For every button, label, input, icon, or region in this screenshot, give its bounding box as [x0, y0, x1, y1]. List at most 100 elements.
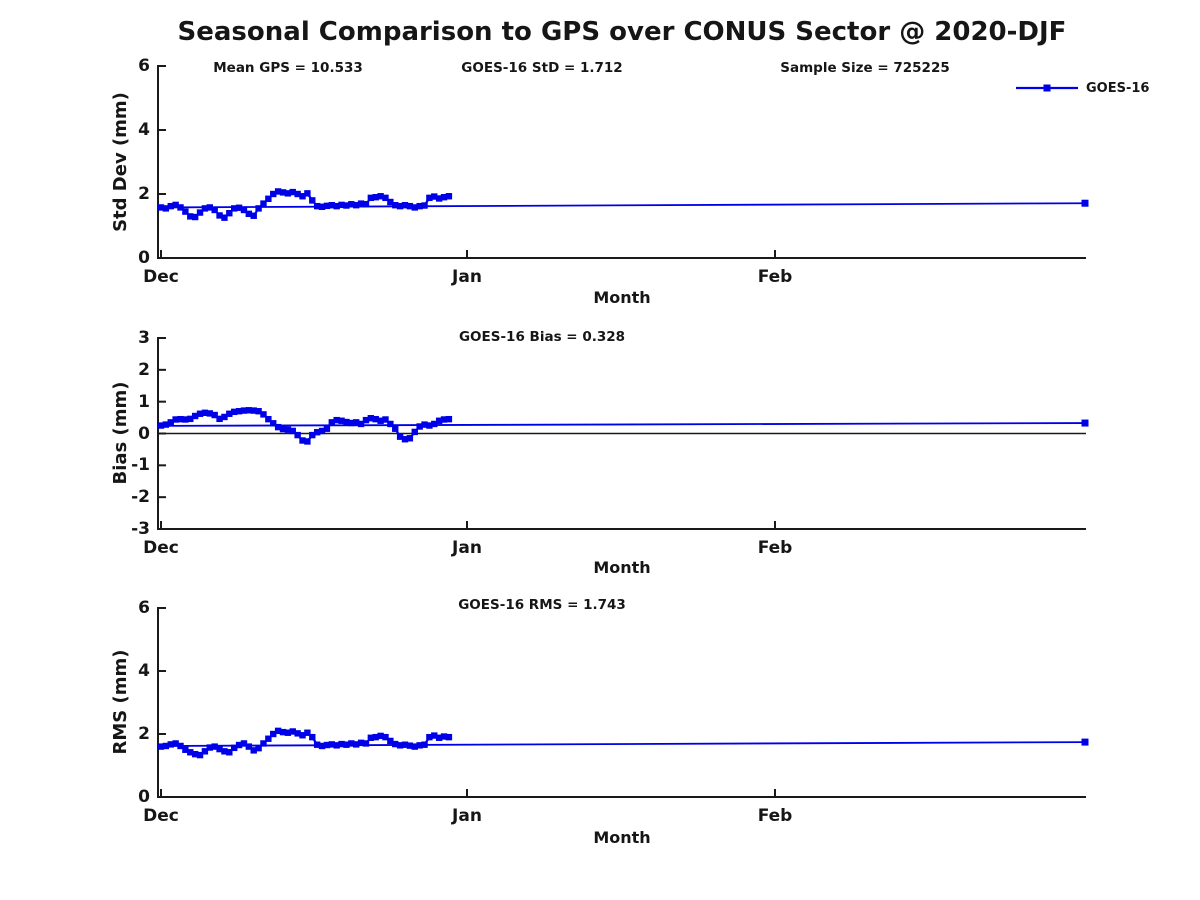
data-marker — [196, 209, 204, 216]
data-marker — [416, 423, 423, 430]
data-marker — [162, 421, 170, 428]
data-marker — [235, 204, 243, 211]
data-marker — [304, 190, 311, 197]
x-tick-label-feb: Feb — [757, 267, 793, 287]
bias-plot — [157, 337, 1089, 530]
data-marker — [177, 204, 184, 211]
data-marker — [357, 420, 365, 428]
data-marker — [416, 202, 423, 210]
data-marker — [221, 748, 228, 755]
data-marker — [435, 417, 443, 424]
data-marker — [260, 411, 267, 418]
data-marker — [362, 416, 370, 424]
data-marker — [357, 739, 365, 747]
data-marker — [299, 437, 306, 444]
data-marker — [235, 741, 243, 749]
data-marker — [206, 744, 213, 751]
data-marker — [357, 200, 365, 207]
x-axis-label-month-2: Month — [593, 558, 651, 577]
data-marker — [382, 733, 389, 741]
annotation-goes16-std: GOES-16 StD = 1.712 — [461, 60, 623, 76]
data-marker — [372, 733, 379, 741]
data-marker — [445, 415, 453, 423]
data-marker — [348, 201, 355, 208]
data-marker — [216, 745, 223, 753]
data-marker — [431, 420, 438, 428]
data-marker — [226, 210, 233, 217]
data-marker — [211, 743, 218, 750]
data-marker — [435, 734, 443, 741]
data-marker — [177, 415, 184, 423]
data-marker — [445, 733, 453, 741]
data-marker — [411, 428, 418, 436]
data-marker — [328, 741, 335, 748]
data-marker — [221, 413, 228, 421]
data-marker — [440, 416, 448, 423]
annotation-goes16-bias: GOES-16 Bias = 0.328 — [458, 329, 626, 345]
data-marker — [226, 410, 233, 417]
data-marker — [211, 411, 218, 419]
data-marker — [406, 742, 414, 749]
data-marker — [411, 204, 418, 211]
data-marker — [260, 740, 267, 747]
x-tick-label-dec: Dec — [143, 267, 179, 287]
data-marker — [431, 193, 438, 200]
data-marker — [372, 415, 379, 423]
data-marker — [294, 431, 301, 439]
data-marker — [250, 747, 257, 754]
data-marker — [211, 206, 218, 214]
data-marker — [177, 742, 184, 750]
data-marker — [421, 421, 428, 428]
data-marker — [201, 205, 209, 212]
data-marker — [304, 729, 311, 736]
data-marker — [250, 407, 257, 414]
data-marker — [392, 740, 399, 748]
data-marker — [255, 408, 262, 415]
data-marker — [377, 732, 384, 740]
data-marker — [279, 189, 287, 196]
data-marker — [187, 213, 194, 220]
data-marker — [318, 203, 326, 210]
data-marker — [338, 740, 345, 748]
data-marker — [240, 206, 248, 214]
data-marker — [323, 741, 331, 749]
data-marker — [279, 728, 287, 736]
annotation-sample-size: Sample Size = 725225 — [780, 60, 950, 76]
data-marker — [270, 420, 277, 427]
data-marker — [309, 431, 316, 439]
chart-title: Seasonal Comparison to GPS over CONUS Se… — [177, 17, 1067, 47]
data-marker — [182, 746, 189, 753]
data-marker — [396, 433, 404, 440]
data-marker — [304, 438, 311, 445]
seasonal-stat-line — [160, 202, 1087, 209]
x-tick-label-feb: Feb — [757, 538, 793, 558]
data-marker — [221, 214, 228, 221]
data-marker — [162, 742, 170, 750]
data-marker — [333, 742, 340, 749]
data-marker — [172, 201, 179, 209]
data-marker — [245, 743, 253, 750]
data-marker — [206, 410, 213, 417]
data-marker — [318, 742, 326, 750]
data-marker — [396, 742, 404, 749]
data-marker — [367, 194, 375, 202]
y-tick-label: -3 — [131, 519, 150, 539]
data-marker — [440, 733, 448, 740]
data-marker — [372, 194, 379, 201]
data-marker — [167, 202, 174, 210]
data-marker — [367, 415, 375, 422]
data-marker — [216, 415, 223, 423]
seasonal-end-marker — [1081, 419, 1089, 427]
data-marker — [294, 730, 301, 737]
data-marker — [426, 194, 433, 202]
annotation-mean-gps: Mean GPS = 10.533 — [213, 60, 363, 76]
data-marker — [343, 741, 350, 748]
data-marker — [313, 741, 321, 748]
data-marker — [421, 741, 428, 748]
data-marker — [343, 202, 350, 209]
rms-plot — [157, 607, 1089, 798]
data-marker — [392, 202, 399, 209]
x-tick-label-dec: Dec — [143, 806, 179, 826]
data-marker — [279, 425, 287, 433]
data-marker — [196, 751, 204, 759]
